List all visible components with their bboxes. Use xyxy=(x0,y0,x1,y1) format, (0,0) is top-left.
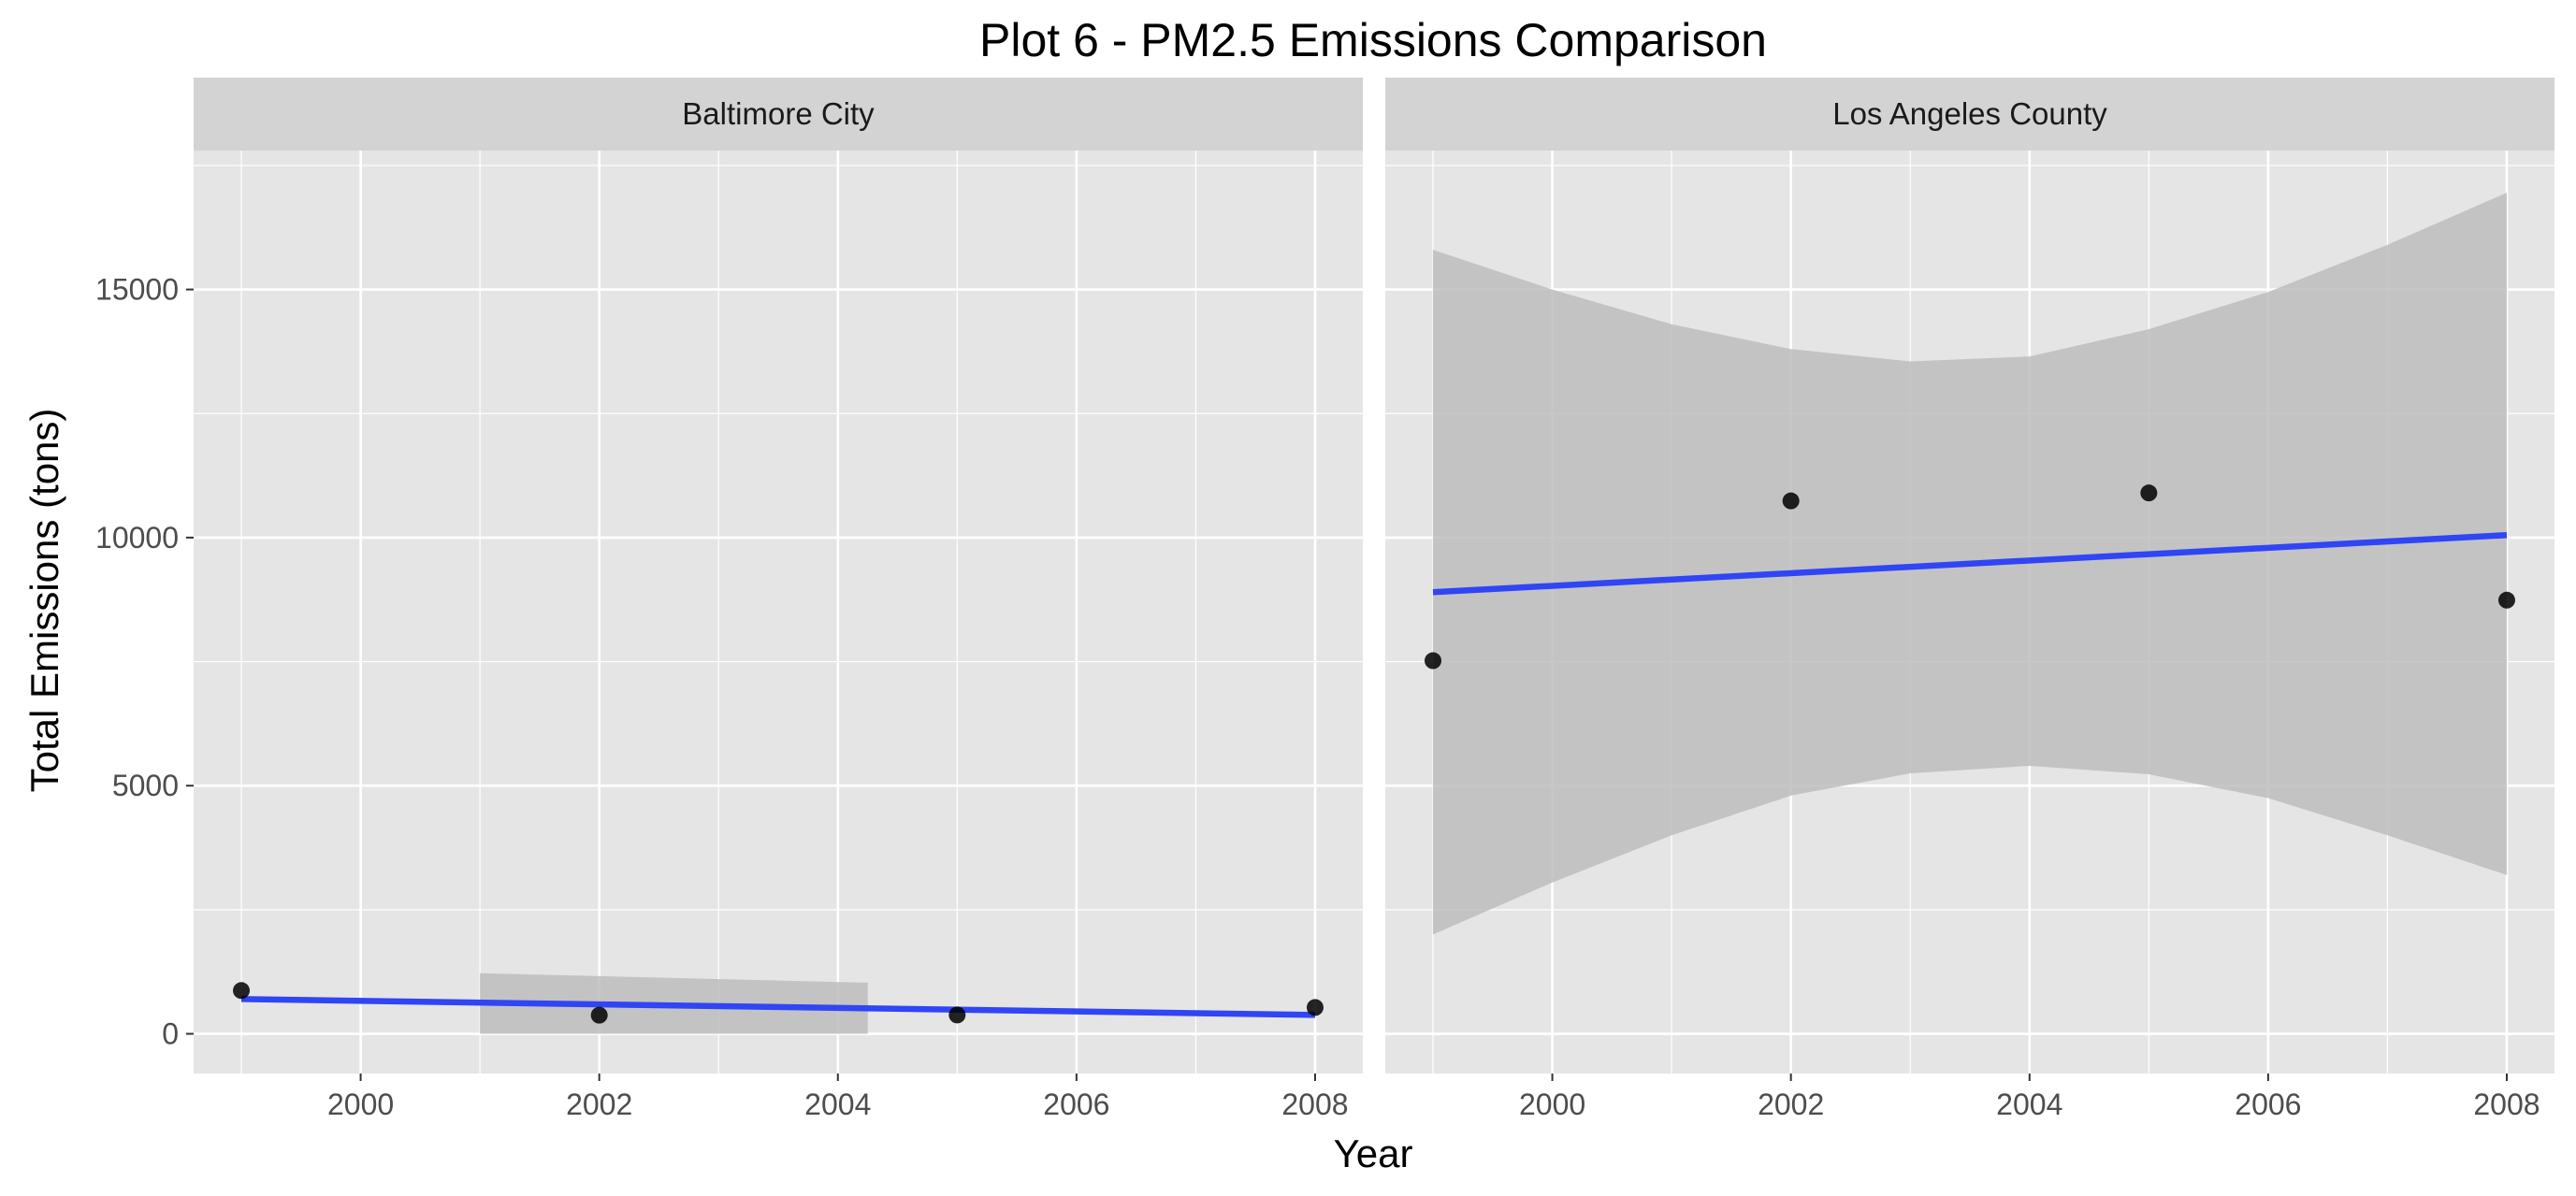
x-tick-label: 2000 xyxy=(1519,1088,1585,1121)
x-tick-label: 2004 xyxy=(1996,1088,2062,1121)
data-point xyxy=(590,1006,608,1024)
data-point xyxy=(1425,652,1442,670)
x-tick-label: 2000 xyxy=(327,1088,394,1121)
chart-title: Plot 6 - PM2.5 Emissions Comparison xyxy=(979,14,1767,66)
y-axis-title: Total Emissions (tons) xyxy=(22,409,66,793)
facet-strip-label: Baltimore City xyxy=(682,96,875,131)
x-tick-label: 2008 xyxy=(1281,1088,1348,1121)
data-point xyxy=(2140,484,2158,502)
facet-strip xyxy=(1385,78,2554,151)
y-tick-label: 0 xyxy=(162,1017,179,1051)
data-point xyxy=(1306,999,1324,1016)
trend-line xyxy=(240,996,1316,1018)
y-tick-label: 5000 xyxy=(112,769,179,802)
data-point xyxy=(2497,591,2515,609)
y-tick-label: 15000 xyxy=(95,273,179,307)
data-point xyxy=(233,982,251,1000)
x-tick-label: 2008 xyxy=(2473,1088,2540,1121)
x-tick-label: 2006 xyxy=(1043,1088,1109,1121)
x-tick-label: 2006 xyxy=(2235,1088,2301,1121)
x-axis-title: Year xyxy=(1334,1131,1413,1175)
x-tick-label: 2004 xyxy=(804,1088,871,1121)
y-tick-label: 10000 xyxy=(95,521,179,555)
facet-panel: Baltimore City 2000 2002 2004 2006 2008 xyxy=(194,78,1363,1121)
panel-background xyxy=(194,151,1363,1074)
x-tick-label: 2002 xyxy=(1758,1088,1824,1121)
data-point xyxy=(948,1006,966,1024)
data-point xyxy=(1782,492,1800,510)
trend-line xyxy=(1432,532,2508,596)
facet-strip xyxy=(194,78,1363,151)
x-tick-label: 2002 xyxy=(566,1088,632,1121)
facet-strip-label: Los Angeles County xyxy=(1832,96,2107,131)
facet-panel: Los Angeles County 2000 2002 2004 2006 2008 xyxy=(1385,78,2554,1121)
y-axis: 0 5000 10000 15000 xyxy=(95,273,194,1051)
